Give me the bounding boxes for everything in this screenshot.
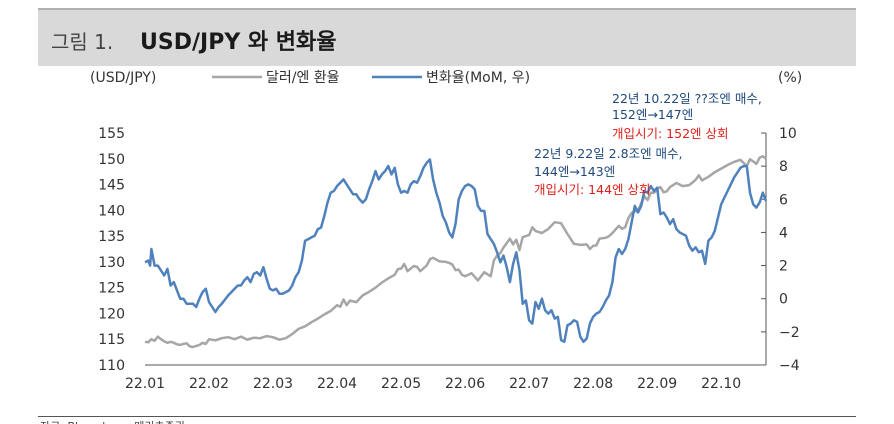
annotation-oct-line2: 152엔→147엔: [612, 107, 693, 122]
y-right-tick-label: 8: [779, 159, 788, 175]
figure-title: USD/JPY 와 변화율: [140, 30, 337, 55]
x-tick-label: 22.08: [573, 376, 613, 392]
y-left-tick-label: 120: [98, 306, 125, 322]
source-note: 자료: Bloomberg, 메리츠증권: [40, 418, 185, 424]
y-left-tick-label: 110: [98, 358, 125, 374]
y-right-tick-label: −4: [779, 358, 800, 374]
series-line-change: [144, 158, 768, 344]
x-tick-label: 22.05: [381, 376, 421, 392]
y-right-tick-label: 6: [779, 192, 788, 208]
y-left-tick-label: 155: [98, 126, 125, 142]
series-lines: [144, 154, 768, 349]
y-left-tick-label: 140: [98, 203, 125, 219]
y-right-tick-label: −2: [779, 325, 800, 341]
x-tick-label: 22.06: [445, 376, 485, 392]
y-right-tick-label: 4: [779, 225, 788, 241]
y-right-tick-label: 0: [779, 292, 788, 308]
x-tick-label: 22.02: [189, 376, 229, 392]
figure-label: 그림 1.: [51, 30, 114, 54]
x-tick-label: 22.10: [701, 376, 741, 392]
annotation-oct-line3: 개입시기: 152엔 상회: [612, 126, 729, 141]
legend-label-change: 변화율(MoM, 우): [426, 70, 530, 86]
y-right-axis-label: (%): [778, 70, 802, 86]
y-left-tick-label: 115: [98, 332, 125, 348]
x-tick-label: 22.03: [253, 376, 293, 392]
y-left-axis: 110 115 120 125 130 135 140 145 150 155: [98, 126, 125, 374]
y-left-tick-label: 135: [98, 229, 125, 245]
x-tick-label: 22.01: [125, 376, 165, 392]
y-left-tick-label: 145: [98, 178, 125, 194]
y-right-tick-label: 10: [779, 126, 797, 142]
figure-header: 그림 1. USD/JPY 와 변화율: [38, 8, 856, 66]
y-left-tick-label: 150: [98, 152, 125, 168]
x-axis: 22.01 22.02 22.03 22.04 22.05 22.06 22.07 22.08…: [125, 376, 741, 392]
annotation-sep-line2: 144엔→143엔: [534, 164, 615, 179]
annotation-sep-line1: 22년 9.22일 2.8조엔 매수,: [534, 146, 683, 161]
annotation-sep-line3: 개입시기: 144엔 상회: [534, 182, 651, 197]
x-tick-label: 22.09: [637, 376, 677, 392]
y-left-tick-label: 125: [98, 281, 125, 297]
series-line-fx: [144, 154, 767, 349]
y-left-tick-label: 130: [98, 255, 125, 271]
annotation-oct-line1: 22년 10.22일 ??조엔 매수,: [612, 91, 762, 106]
y-left-axis-label: (USD/JPY): [90, 70, 156, 86]
x-tick-label: 22.07: [509, 376, 549, 392]
bottom-rule: [38, 416, 856, 417]
x-tick-label: 22.04: [317, 376, 357, 392]
y-right-axis: −4 −2 0 2 4 6 8 10: [761, 126, 800, 374]
y-right-tick-label: 2: [779, 259, 788, 275]
legend-label-fx: 달러/엔 환율: [266, 70, 340, 86]
